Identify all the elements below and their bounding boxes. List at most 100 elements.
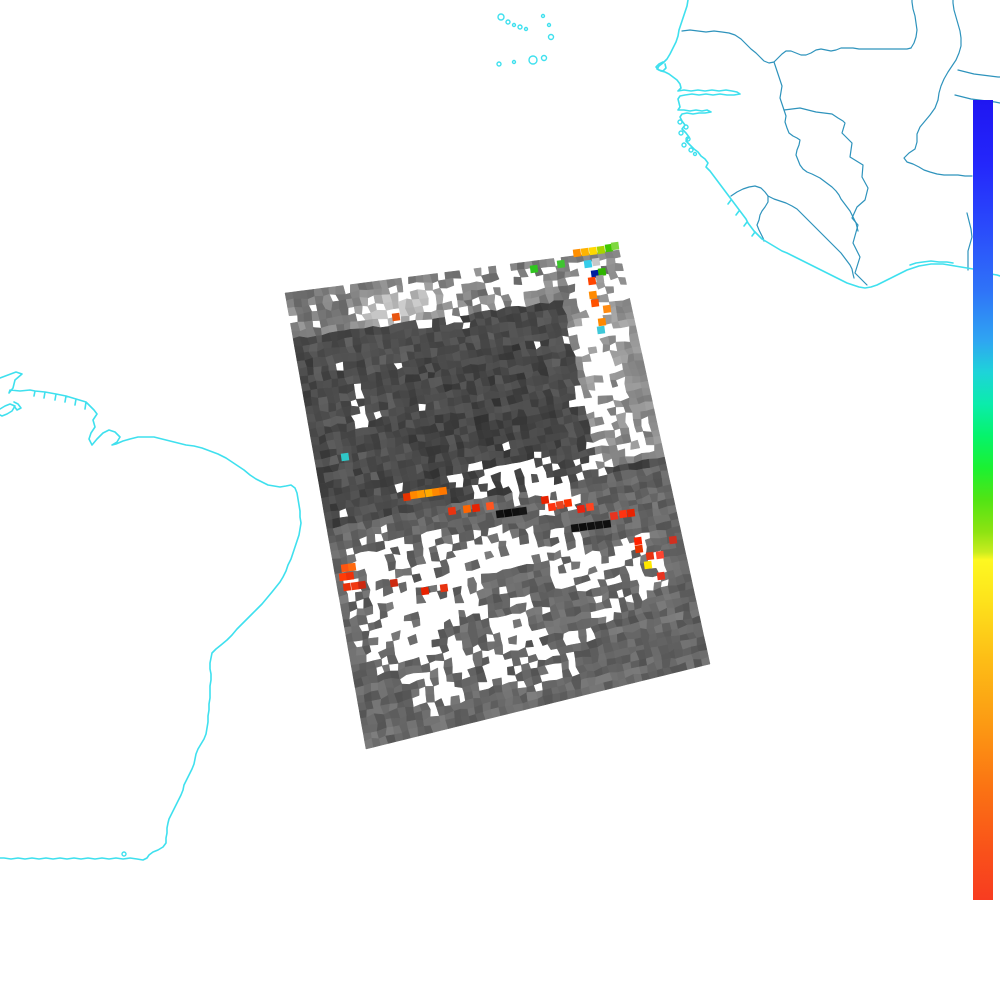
swath-cell xyxy=(484,550,495,560)
swath-cell xyxy=(486,641,496,652)
island-guinea-bissau xyxy=(677,119,683,125)
swath-cell xyxy=(454,593,465,604)
border-guinea-ivorycoast xyxy=(783,107,869,286)
swath-cell xyxy=(502,650,513,660)
swath-cell xyxy=(545,396,555,406)
swath-cell xyxy=(632,376,641,384)
swath-colored-pixel xyxy=(597,317,607,327)
swath-cell xyxy=(507,665,516,676)
swath-cell xyxy=(427,372,436,379)
swath-colored-pixel xyxy=(518,506,528,516)
swath-cell xyxy=(567,508,578,519)
swath-cell xyxy=(420,662,431,673)
swath-colored-pixel xyxy=(645,551,655,561)
swath-cell xyxy=(394,568,404,579)
swath-cell xyxy=(429,677,439,687)
swath-colored-pixel xyxy=(416,489,426,499)
swath-colored-pixel xyxy=(485,501,495,511)
swath-colored-pixel xyxy=(587,276,597,286)
swath-cell xyxy=(549,491,558,501)
swath-colored-pixel xyxy=(338,572,348,582)
swath-cell xyxy=(492,480,504,490)
swath-cell xyxy=(386,437,396,448)
swath-cell xyxy=(310,436,321,446)
swath-colored-pixel xyxy=(495,509,505,519)
swath-colored-pixel xyxy=(342,582,352,592)
island-cape-verde xyxy=(511,22,517,28)
swath-cell xyxy=(402,481,411,492)
border-burkina-stub-a xyxy=(957,69,1000,78)
swath-cell xyxy=(571,561,581,571)
swath-cell xyxy=(490,471,501,483)
swath-cell xyxy=(515,321,524,329)
swath-colored-pixel xyxy=(439,583,449,593)
swath-cell xyxy=(298,366,309,377)
coastline-amazon-islet-line xyxy=(13,401,22,411)
swath-cell xyxy=(421,455,430,465)
swath-colored-pixel xyxy=(604,243,614,253)
swath-cell xyxy=(357,529,368,540)
swath-cell xyxy=(376,309,389,320)
swath-cell xyxy=(355,398,366,407)
swath-cell xyxy=(571,414,580,423)
swath-cell xyxy=(385,362,399,371)
swath-colored-pixel xyxy=(540,495,550,505)
swath-cell xyxy=(538,259,548,269)
swath-colored-pixel xyxy=(409,490,419,500)
swath-cell xyxy=(518,533,530,545)
border-mali-burkina-up xyxy=(937,0,962,101)
swath-cell xyxy=(518,491,529,499)
swath-cell xyxy=(641,387,652,397)
swath-cell xyxy=(553,476,563,486)
swath-cell xyxy=(404,374,415,384)
swath-cell xyxy=(609,372,617,381)
swath-cell xyxy=(484,355,494,364)
swath-cell xyxy=(604,286,615,295)
swath-cell xyxy=(430,551,441,562)
border-mauritania-mali xyxy=(910,0,918,49)
swath-cell xyxy=(647,415,658,424)
swath-cell xyxy=(417,289,429,300)
swath-cell xyxy=(310,388,319,399)
swath-cell xyxy=(622,581,631,590)
border-liberia-guinea xyxy=(767,195,855,279)
swath-cell xyxy=(295,352,306,362)
swath-cell xyxy=(587,346,598,355)
swath-cell xyxy=(561,327,569,337)
swath-colored-pixel xyxy=(609,511,619,521)
swath-cell xyxy=(566,385,576,395)
swath-cell xyxy=(477,483,488,492)
swath-cell xyxy=(432,287,444,296)
swath-cell xyxy=(534,502,546,510)
swath-cell xyxy=(306,366,315,377)
swath-cell xyxy=(471,559,481,571)
swath-colored-pixel xyxy=(340,452,350,462)
swath-cell xyxy=(494,443,505,452)
swath-cell xyxy=(512,618,523,629)
swath-cell xyxy=(445,550,457,560)
swath-cell xyxy=(425,686,435,695)
swath-cell xyxy=(351,631,364,642)
swath-cell xyxy=(531,333,541,342)
swath-cell xyxy=(425,694,435,703)
swath-cell xyxy=(609,633,618,643)
island-cape-verde xyxy=(505,19,511,25)
swath-cell xyxy=(458,609,467,618)
swath-cell xyxy=(381,531,389,542)
swath-cell xyxy=(624,376,633,384)
swath-cell xyxy=(597,579,608,588)
coastline-ivory-lagoon xyxy=(909,260,954,266)
swath-cell xyxy=(643,394,653,403)
swath-cell xyxy=(517,647,529,658)
swath-cell xyxy=(604,429,616,439)
swath-cell xyxy=(509,528,520,539)
swath-cell xyxy=(379,409,390,418)
swath-cell xyxy=(386,601,394,613)
swath-colored-pixel xyxy=(431,487,441,497)
swath-cell xyxy=(486,532,500,544)
swath-cell xyxy=(549,679,558,689)
swath-cell xyxy=(567,393,576,402)
island-cape-verde xyxy=(528,55,538,65)
swath-cell xyxy=(610,379,619,388)
swath-cell xyxy=(367,289,375,299)
